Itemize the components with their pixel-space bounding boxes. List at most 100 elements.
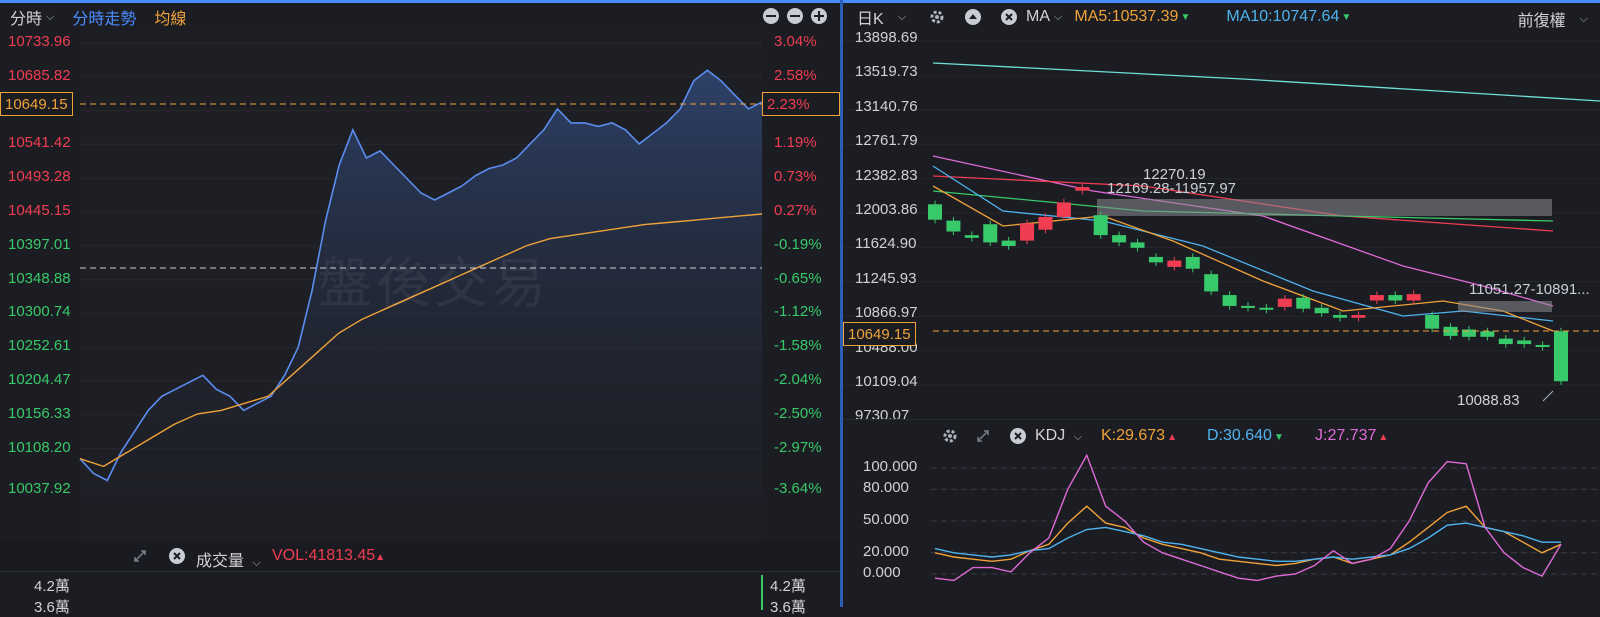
adjust-select[interactable]: 前復權 ⌵ (1518, 7, 1588, 31)
volume-y-top-left: 4.2萬 (34, 578, 70, 595)
percent-axis-label: 1.19% (774, 134, 817, 152)
price-axis-label: 10685.82 (8, 66, 71, 84)
price-axis-label: 10204.47 (8, 371, 71, 388)
kdj-chart[interactable] (843, 450, 1600, 610)
candle-body (946, 220, 961, 232)
intraday-average-line (79, 213, 763, 468)
candle-body (1425, 315, 1440, 329)
annotation-gap2: 11051.27-10891... (1469, 281, 1590, 298)
expand-icon[interactable] (132, 548, 148, 564)
indicator-select[interactable]: MA ⌵ (1026, 8, 1062, 26)
candle-body (1480, 331, 1495, 337)
kdj-label: KDJ (1035, 427, 1066, 444)
kline-moving-averages (932, 62, 1600, 332)
panel-divider[interactable] (840, 0, 843, 607)
kdj-grid (931, 467, 1600, 575)
settings-icon[interactable] (928, 8, 946, 26)
zoom-out-icon[interactable] (786, 7, 804, 25)
percent-axis-label: 2.58% (774, 66, 817, 84)
kline-price-label: 13519.73 (855, 63, 918, 81)
kdj-axis-label: 0.000 (863, 564, 901, 581)
price-axis-label: 10252.61 (8, 337, 71, 355)
candle-body (964, 235, 979, 238)
kline-chart[interactable] (843, 31, 1600, 423)
kdj-axis-label: 50.000 (863, 511, 909, 528)
candle-body (928, 204, 942, 220)
percent-axis-label: -2.04% (774, 371, 822, 388)
volume-separator (0, 571, 840, 572)
candle-body (1535, 344, 1550, 347)
up-arrow-icon: ▲ (1167, 432, 1177, 443)
chart-mode-label: 分時 (10, 11, 43, 28)
candle-body (1056, 202, 1071, 217)
expand-icon[interactable] (975, 428, 991, 444)
close-icon[interactable] (168, 547, 186, 565)
candle-body (1554, 331, 1568, 382)
candle-body (1388, 295, 1403, 301)
percent-axis-label: 3.04% (774, 33, 817, 50)
price-axis-label: 10156.33 (8, 404, 71, 422)
tab-average-line[interactable]: 均線 (154, 11, 187, 28)
down-arrow-icon: ▼ (1180, 11, 1191, 23)
kdj-lines (934, 453, 1562, 582)
kdj-k-value: K:29.673 ▲ (1101, 427, 1177, 444)
price-axis-label: 10348.88 (8, 269, 71, 287)
annotation-gap1: 12169.28-11957.97 (1107, 180, 1237, 197)
kline-candles (928, 183, 1568, 385)
chevron-down-icon: ⌵ (1054, 10, 1063, 23)
candle-body (1461, 329, 1476, 337)
up-toggle-icon[interactable] (964, 8, 982, 26)
kline-price-label: 12382.83 (855, 166, 918, 184)
intraday-area-fill (80, 70, 762, 532)
current-pct-tag: 2.23% (762, 92, 840, 116)
watermark: 盤後交易 (318, 252, 550, 315)
kdj-axis-label: 80.000 (863, 479, 909, 497)
kdj-axis-label: 20.000 (863, 542, 909, 560)
kdj-j-line (934, 453, 1562, 582)
close-icon[interactable] (1009, 427, 1027, 445)
kline-price-label: 11624.90 (855, 235, 917, 253)
candle-body (1112, 235, 1127, 243)
adjust-label: 前復權 (1517, 13, 1566, 30)
settings-icon[interactable] (941, 427, 959, 445)
tab-intraday[interactable]: 分時走勢 (72, 11, 137, 28)
percent-axis-label: 0.73% (774, 168, 817, 186)
percent-axis-label: 0.27% (774, 202, 817, 219)
kline-price-label: 12003.86 (855, 201, 918, 218)
chevron-down-icon: ⌵ (1579, 12, 1588, 25)
kline-price-label: 13898.69 (855, 29, 918, 46)
ma10-value: MA10:10747.64 ▼ (1226, 8, 1352, 25)
kline-price-label: 12761.79 (855, 132, 918, 150)
volume-indicator-select[interactable]: 成交量 ⌵ (196, 547, 261, 571)
ma5-value: MA5:10537.39 ▼ (1074, 8, 1191, 25)
percent-axis-label: -1.58% (774, 337, 822, 355)
chevron-down-icon: ⌵ (252, 557, 261, 569)
candle-body (1241, 305, 1255, 308)
moving-average-line (932, 155, 1554, 307)
volume-value: VOL:41813.45▲ (272, 547, 386, 564)
intraday-chart[interactable] (0, 31, 840, 541)
candle-body (1369, 295, 1384, 301)
candle-body (1351, 315, 1366, 318)
kdj-select[interactable]: KDJ ⌵ (1035, 427, 1082, 445)
period-select[interactable]: 日K ⌵ (857, 5, 906, 29)
zoom-in-icon[interactable] (810, 7, 828, 25)
down-arrow-icon: ▼ (1273, 432, 1284, 443)
price-axis-label: 10037.92 (8, 480, 71, 498)
kline-current-price-tag: 10649.15 (843, 322, 916, 346)
kline-price-label: 11245.93 (855, 269, 917, 287)
up-arrow-icon: ▲ (375, 552, 386, 563)
kdj-separator (843, 419, 1600, 420)
current-price-tag: 10649.15 (0, 92, 73, 116)
chevron-down-icon: ⌵ (46, 10, 55, 23)
candle-body (1167, 260, 1182, 267)
chart-mode-select[interactable]: 分時 ⌵ (10, 5, 54, 29)
candle-body (1498, 338, 1513, 345)
percent-axis-label: -2.50% (774, 404, 822, 422)
close-icon[interactable] (1000, 8, 1018, 26)
intraday-price-line (79, 69, 763, 482)
annotation-low: 10088.83 (1457, 392, 1520, 409)
candle-body (1093, 215, 1108, 236)
collapse-icon[interactable] (762, 7, 780, 25)
volume-toolbar: 成交量 ⌵ VOL:41813.45▲ (0, 541, 840, 571)
